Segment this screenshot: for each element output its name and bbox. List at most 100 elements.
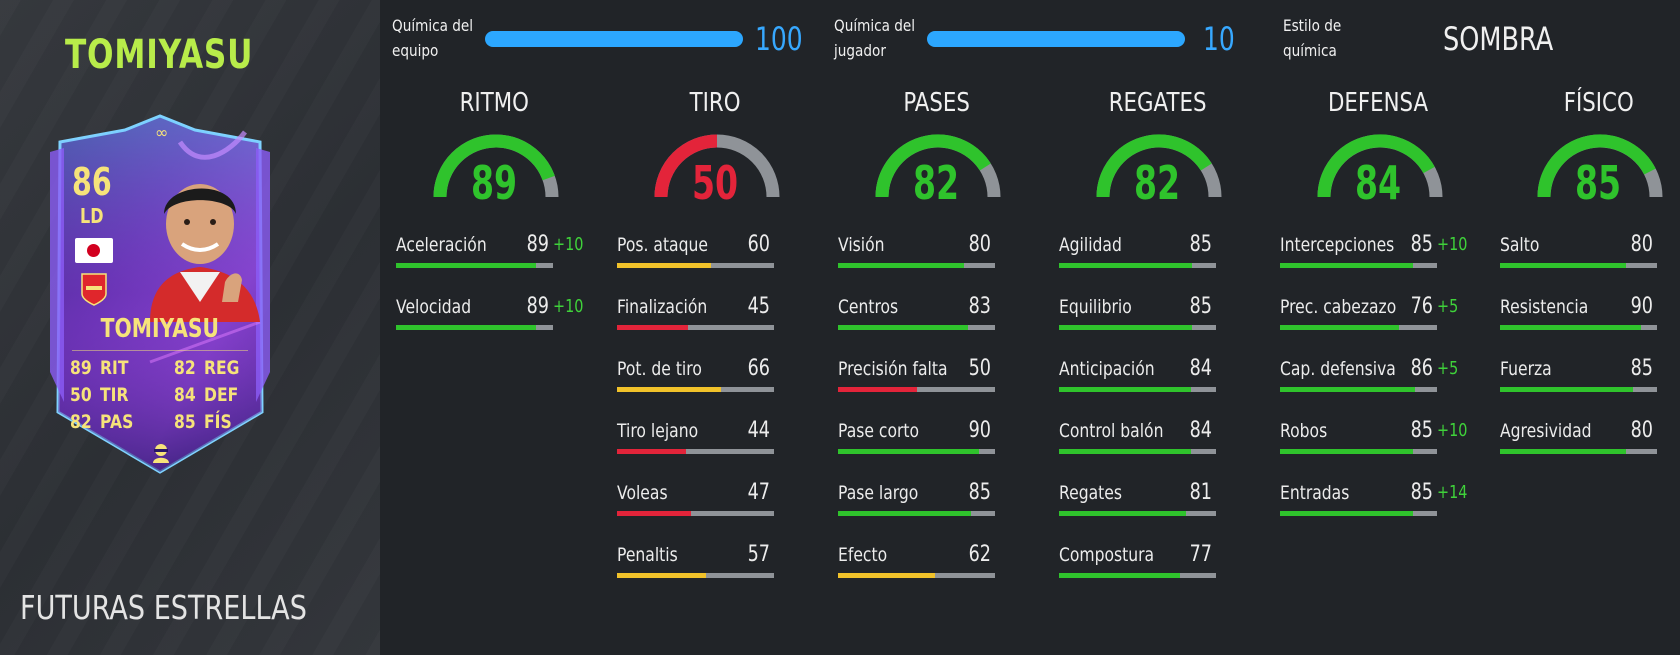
sub-stat-label: Salto: [1500, 234, 1540, 256]
sub-stat-row: Finalización 45: [617, 294, 837, 336]
sub-stat-label: Robos: [1280, 420, 1328, 442]
sub-stat-label: Intercepciones: [1280, 234, 1395, 256]
sub-stat-label: Control balón: [1059, 420, 1164, 442]
card-player-name: TOMIYASU: [100, 314, 220, 344]
category-gauge: [875, 134, 1001, 198]
sub-stat-bar-fill: [838, 263, 964, 268]
sub-stat-bar: [1059, 511, 1216, 516]
team-chemistry-value: 100: [755, 20, 803, 58]
sub-stat-boost: +10: [553, 234, 584, 255]
player-card[interactable]: ∞ 86 LD TOMIYASU 89 RIT 50 TIR 82 PAS 82…: [30, 112, 290, 482]
stat-category-regates: REGATES 82 Agilidad 85 Equilibrio 85 Anticipac…: [1059, 88, 1279, 648]
sub-stat-value: 85: [1410, 480, 1433, 505]
sub-stat-label: Regates: [1059, 482, 1122, 504]
sub-stat-label: Compostura: [1059, 544, 1155, 566]
sub-stat-label: Aceleración: [396, 234, 487, 256]
sub-stat-row: Equilibrio 85: [1059, 294, 1279, 336]
sub-stat-label: Penaltis: [617, 544, 678, 566]
sub-stat-value: 57: [747, 542, 770, 567]
sub-stat-bar: [617, 511, 774, 516]
sub-stat-label: Centros: [838, 296, 899, 318]
sub-stat-label: Fuerza: [1500, 358, 1552, 380]
category-gauge: [433, 134, 559, 198]
sub-stat-row: Entradas 85 +14: [1280, 480, 1500, 522]
category-rating: 84: [1355, 156, 1402, 210]
sub-stat-value: 76: [1410, 294, 1433, 319]
sub-stat-label: Finalización: [617, 296, 708, 318]
sub-stat-boost: +5: [1437, 358, 1459, 379]
sub-stat-row: Aceleración 89 +10: [396, 232, 616, 274]
sub-stat-value: 77: [1189, 542, 1212, 567]
team-chemistry-label: Química del equipo: [392, 16, 474, 60]
sub-stat-bar-fill: [1500, 449, 1626, 454]
category-title: DEFENSA: [1328, 88, 1429, 118]
chemistry-style-value[interactable]: SOMBRA: [1443, 20, 1554, 58]
sub-stat-row: Robos 85 +10: [1280, 418, 1500, 460]
stat-category-tiro: TIRO 50 Pos. ataque 60 Finalización 45 Pot. de…: [617, 88, 837, 648]
sub-stat-bar: [396, 325, 553, 330]
sub-stat-bar-fill: [1059, 511, 1187, 516]
sub-stat-value: 85: [1189, 232, 1212, 257]
sub-stat-value: 84: [1189, 356, 1212, 381]
sub-stat-bar-fill: [396, 325, 536, 330]
sub-stat-bar: [396, 263, 553, 268]
sub-stat-bar: [1059, 387, 1216, 392]
sub-stat-label: Voleas: [617, 482, 668, 504]
category-rating: 50: [692, 156, 739, 210]
sub-stat-boost: +14: [1437, 482, 1468, 503]
category-rating: 89: [471, 156, 518, 210]
sub-stat-row: Resistencia 90: [1500, 294, 1680, 336]
sub-stat-row: Agilidad 85: [1059, 232, 1279, 274]
sub-stat-bar: [1059, 263, 1216, 268]
sub-stat-row: Cap. defensiva 86 +5: [1280, 356, 1500, 398]
sub-stat-bar-fill: [1500, 263, 1626, 268]
player-photo: [150, 184, 260, 322]
sub-stat-bar: [838, 387, 995, 392]
sub-stat-bar-fill: [617, 325, 688, 330]
sub-stat-label: Pase largo: [838, 482, 919, 504]
sub-stat-label: Pot. de tiro: [617, 358, 702, 380]
card-stat-tir: 50 TIR: [70, 384, 129, 406]
sub-stat-row: Pase largo 85: [838, 480, 1058, 522]
sub-stat-bar: [1280, 511, 1437, 516]
card-stat-reg: 82 REG: [174, 357, 240, 379]
sub-stat-label: Agresividad: [1500, 420, 1592, 442]
sub-stat-value: 85: [1410, 232, 1433, 257]
card-rating: 86: [72, 160, 112, 204]
sub-stat-label: Cap. defensiva: [1280, 358, 1396, 380]
sub-stat-row: Control balón 84: [1059, 418, 1279, 460]
sub-stat-value: 47: [747, 480, 770, 505]
sub-stat-label: Prec. cabezazo: [1280, 296, 1397, 318]
sub-stat-row: Anticipación 84: [1059, 356, 1279, 398]
sub-stat-row: Regates 81: [1059, 480, 1279, 522]
sub-stat-boost: +5: [1437, 296, 1459, 317]
card-position: LD: [80, 204, 104, 228]
category-title: PASES: [903, 88, 970, 118]
gauge-fill: [1317, 134, 1435, 198]
sub-stat-bar: [617, 387, 774, 392]
sub-stat-bar: [1500, 325, 1657, 330]
card-stat-fis: 85 FÍS: [174, 411, 232, 433]
sub-stat-value: 45: [747, 294, 770, 319]
sub-stat-bar-fill: [1280, 511, 1414, 516]
category-gauge: [1537, 134, 1663, 198]
sub-stat-bar: [838, 511, 995, 516]
sub-stat-boost: +10: [1437, 234, 1468, 255]
sub-stat-value: 89: [526, 232, 549, 257]
sub-stat-row: Tiro lejano 44: [617, 418, 837, 460]
sub-stat-value: 90: [1630, 294, 1653, 319]
sub-stat-label: Velocidad: [396, 296, 472, 318]
sub-stat-value: 50: [968, 356, 991, 381]
sub-stat-row: Pot. de tiro 66: [617, 356, 837, 398]
sub-stat-bar-fill: [617, 449, 687, 454]
card-stat-pas: 82 PAS: [70, 411, 134, 433]
arsenal-crest-icon: [81, 273, 107, 306]
sub-stat-value: 66: [747, 356, 770, 381]
sub-stat-bar: [1059, 449, 1216, 454]
sub-stat-bar: [1500, 449, 1657, 454]
sub-stat-value: 90: [968, 418, 991, 443]
stat-category-ritmo: RITMO 89 Aceleración 89 +10 Velocidad 89 +10: [396, 88, 616, 648]
sub-stat-bar-fill: [1500, 325, 1642, 330]
sub-stat-value: 85: [968, 480, 991, 505]
category-gauge: [1096, 134, 1222, 198]
